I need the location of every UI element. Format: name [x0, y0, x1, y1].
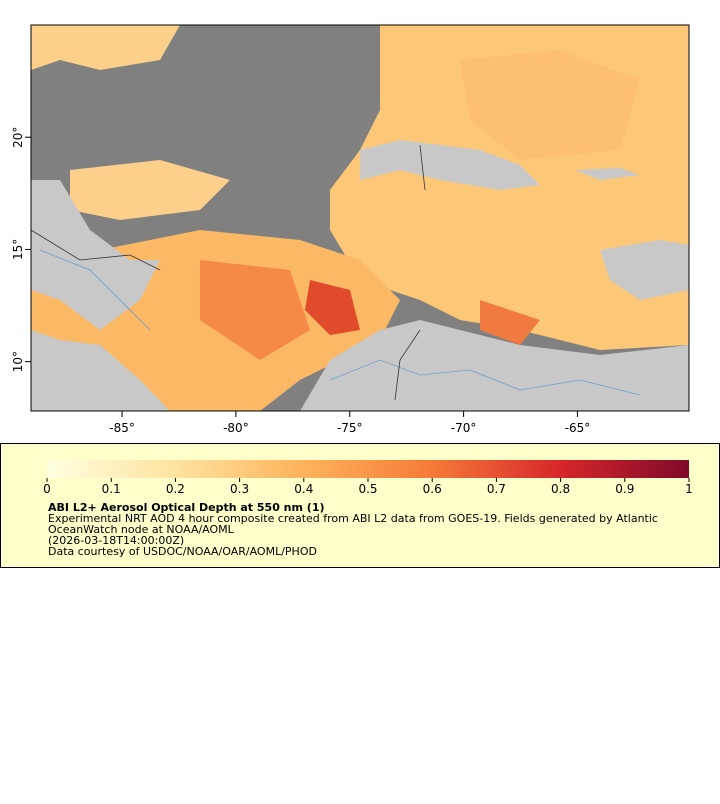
x-tick-label: -70°	[451, 421, 477, 435]
colorbar-tick-label: 0.9	[615, 482, 634, 496]
colorbar-tick-label: 0.3	[230, 482, 249, 496]
map-image	[31, 25, 689, 411]
legend-text: ABI L2+ Aerosol Optical Depth at 550 nm …	[48, 501, 658, 558]
y-tick-label: 10°	[11, 351, 25, 372]
map-frame	[30, 24, 690, 412]
description: OceanWatch node at NOAA/AOML	[48, 523, 235, 536]
y-tick-label: 15°	[11, 239, 25, 260]
colorbar	[47, 460, 689, 478]
legend-title: ABI L2+ Aerosol Optical Depth at 550 nm …	[48, 501, 325, 514]
colorbar-tick-label: 1	[685, 482, 693, 496]
colorbar-tick-label: 0.1	[102, 482, 121, 496]
x-tick-label: -75°	[337, 421, 363, 435]
colorbar-tick-label: 0.4	[294, 482, 313, 496]
colorbar-tick-label: 0.6	[423, 482, 442, 496]
colorbar-tick-label: 0	[43, 482, 51, 496]
colorbar-tick-label: 0.8	[551, 482, 570, 496]
x-tick-label: -80°	[223, 421, 249, 435]
description: Experimental NRT AOD 4 hour composite cr…	[48, 512, 658, 525]
description: Data courtesy of USDOC/NOAA/OAR/AOML/PHO…	[48, 545, 317, 558]
x-tick-label: -65°	[565, 421, 591, 435]
y-tick-label: 20°	[11, 127, 25, 148]
colorbar-tick-label: 0.7	[487, 482, 506, 496]
x-tick-label: -85°	[109, 421, 135, 435]
description: (2026-03-18T14:00:00Z)	[48, 534, 184, 547]
colorbar-tick-label: 0.5	[358, 482, 377, 496]
colorbar-tick-label: 0.2	[166, 482, 185, 496]
